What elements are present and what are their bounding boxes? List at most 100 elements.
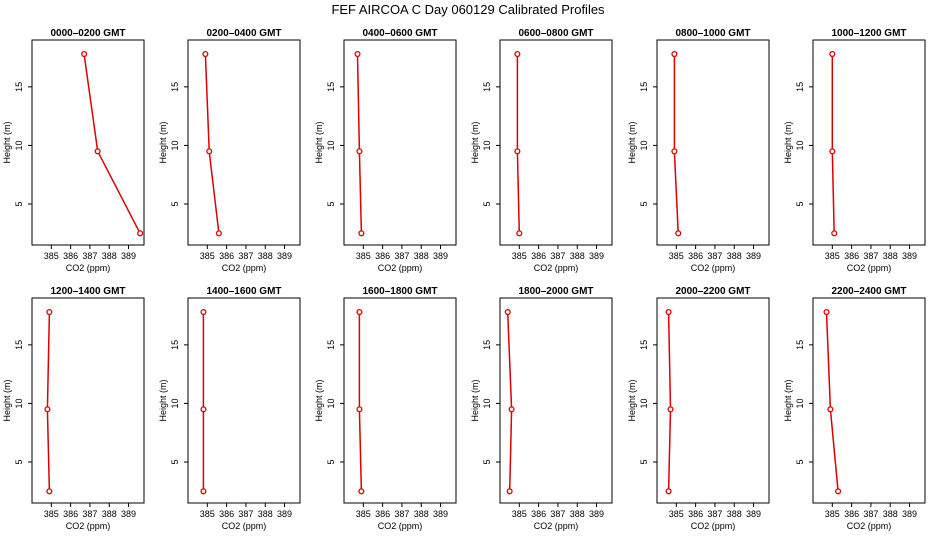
profile-line xyxy=(831,54,835,234)
profile-point xyxy=(46,488,53,495)
plot-frame xyxy=(499,39,613,246)
plot-frame xyxy=(187,297,301,504)
x-tick-label: 385 xyxy=(356,251,371,261)
profile-point xyxy=(354,51,361,58)
y-tick-label: 15 xyxy=(482,340,492,350)
profile-point xyxy=(206,148,213,155)
x-tick-label: 385 xyxy=(200,251,215,261)
x-tick-label: 388 xyxy=(570,509,585,519)
y-tick-label: 10 xyxy=(795,140,805,150)
y-tick-label: 5 xyxy=(14,459,24,464)
profile-point xyxy=(665,309,672,316)
x-tick-label: 386 xyxy=(63,509,78,519)
y-tick-label: 15 xyxy=(639,82,649,92)
y-tick-label: 5 xyxy=(170,201,180,206)
x-tick-label: 388 xyxy=(102,509,117,519)
panel-title: 0600–0800 GMT xyxy=(518,28,593,39)
x-tick-label: 387 xyxy=(394,251,409,261)
profile-point xyxy=(827,406,834,413)
x-tick-label: 387 xyxy=(550,509,565,519)
y-tick-label: 5 xyxy=(326,459,336,464)
profile-line xyxy=(358,312,363,492)
x-axis-label: CO2 (ppm) xyxy=(847,521,892,531)
profile-point xyxy=(356,406,363,413)
y-tick-label: 10 xyxy=(326,398,336,408)
plot-frame xyxy=(187,39,301,246)
y-tick-label: 10 xyxy=(639,140,649,150)
x-tick-label: 387 xyxy=(863,251,878,261)
profile-point xyxy=(671,51,678,58)
y-axis-label: Height (m) xyxy=(158,121,168,163)
y-tick-label: 5 xyxy=(639,459,649,464)
x-axis-label: CO2 (ppm) xyxy=(66,263,111,273)
profile-point xyxy=(675,230,682,237)
x-tick-label: 389 xyxy=(433,251,448,261)
profile-line xyxy=(46,312,51,492)
profile-point xyxy=(44,406,51,413)
y-tick-label: 10 xyxy=(170,398,180,408)
profile-point xyxy=(358,488,365,495)
x-axis-label: CO2 (ppm) xyxy=(534,521,579,531)
x-tick-label: 389 xyxy=(121,251,136,261)
figure-title: FEF AIRCOA C Day 060129 Calibrated Profi… xyxy=(331,2,605,17)
profile-point xyxy=(200,309,207,316)
chart-panel-11: 2000–2200 GMT 385 386 387 388 389 5 10 15 CO2 (pp… xyxy=(627,286,770,531)
x-axis-label: CO2 (ppm) xyxy=(691,521,736,531)
y-axis-label: Height (m) xyxy=(2,121,12,163)
x-tick-label: 389 xyxy=(433,509,448,519)
plot-frame xyxy=(343,297,457,504)
x-tick-label: 388 xyxy=(727,509,742,519)
x-tick-label: 385 xyxy=(512,509,527,519)
plot-frame xyxy=(656,39,770,246)
x-tick-label: 386 xyxy=(688,251,703,261)
y-axis-label: Height (m) xyxy=(783,379,793,421)
profile-line xyxy=(825,312,839,492)
x-axis-label: CO2 (ppm) xyxy=(66,521,111,531)
y-axis-label: Height (m) xyxy=(627,379,637,421)
chart-panel-6: 1000–1200 GMT 385 386 387 388 389 5 10 15 CO2 (pp… xyxy=(783,28,926,273)
profile-point xyxy=(215,230,222,237)
profile-line xyxy=(83,53,141,234)
profile-point xyxy=(516,230,523,237)
x-tick-label: 388 xyxy=(414,509,429,519)
x-tick-label: 386 xyxy=(219,509,234,519)
x-tick-label: 386 xyxy=(531,251,546,261)
x-tick-label: 385 xyxy=(669,251,684,261)
profile-point xyxy=(829,148,836,155)
panel-title: 0200–0400 GMT xyxy=(206,28,281,39)
x-tick-label: 389 xyxy=(746,251,761,261)
chart-panel-1: 0000–0200 GMT 385 386 387 388 389 5 10 15 CO2 (pp… xyxy=(2,28,145,273)
x-tick-label: 386 xyxy=(531,509,546,519)
profile-line xyxy=(516,54,521,234)
panel-title: 1600–1800 GMT xyxy=(362,286,437,297)
profile-point xyxy=(356,309,363,316)
y-tick-label: 15 xyxy=(14,340,24,350)
y-tick-label: 5 xyxy=(482,459,492,464)
y-tick-label: 5 xyxy=(795,459,805,464)
y-axis-label: Height (m) xyxy=(783,121,793,163)
panel-title: 1000–1200 GMT xyxy=(831,28,906,39)
profile-point xyxy=(504,309,511,316)
panel-title: 1200–1400 GMT xyxy=(50,286,125,297)
x-tick-label: 389 xyxy=(589,509,604,519)
x-tick-label: 385 xyxy=(825,251,840,261)
x-tick-label: 385 xyxy=(44,251,59,261)
panels-grid: 0000–0200 GMT 385 386 387 388 389 5 10 15 CO2 (pp… xyxy=(2,28,926,531)
x-tick-label: 386 xyxy=(688,509,703,519)
x-tick-label: 385 xyxy=(44,509,59,519)
profile-point xyxy=(508,406,515,413)
y-tick-label: 10 xyxy=(482,140,492,150)
x-tick-label: 388 xyxy=(258,509,273,519)
chart-panel-5: 0800–1000 GMT 385 386 387 388 389 5 10 15 CO2 (pp… xyxy=(627,28,770,273)
x-tick-label: 388 xyxy=(102,251,117,261)
x-tick-label: 389 xyxy=(277,509,292,519)
y-tick-label: 15 xyxy=(795,340,805,350)
panel-title: 2200–2400 GMT xyxy=(831,286,906,297)
y-axis-label: Height (m) xyxy=(158,379,168,421)
x-tick-label: 388 xyxy=(883,509,898,519)
x-axis-label: CO2 (ppm) xyxy=(691,263,736,273)
plot-frame xyxy=(656,297,770,504)
x-tick-label: 386 xyxy=(63,251,78,261)
y-tick-label: 15 xyxy=(482,82,492,92)
